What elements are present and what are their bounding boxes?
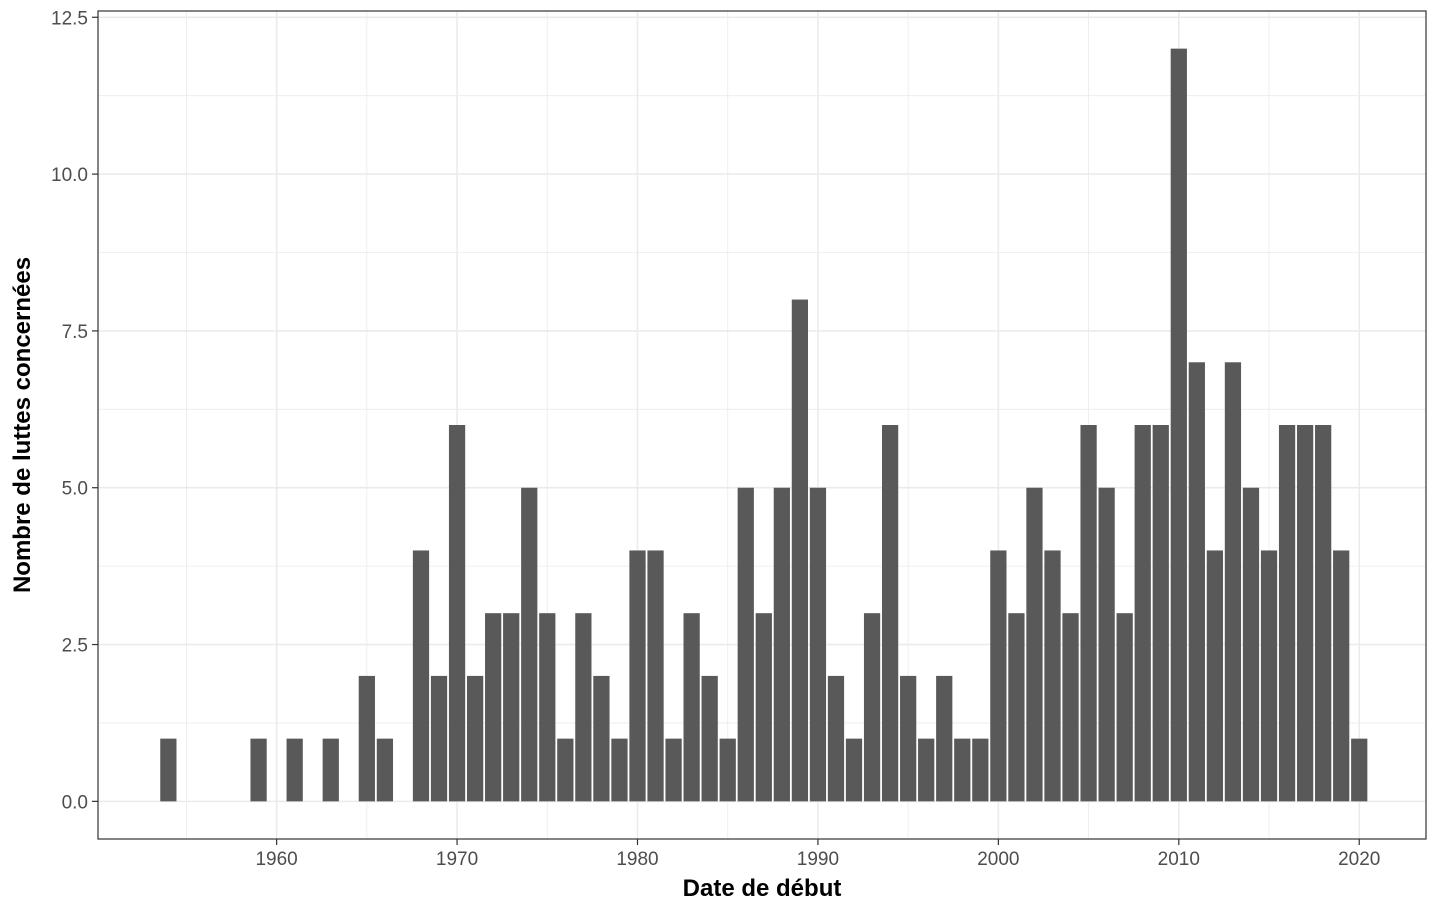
y-tick-label: 0.0	[62, 792, 88, 813]
bar	[1062, 613, 1079, 802]
bar	[376, 738, 394, 802]
bar	[737, 487, 754, 802]
bar	[863, 613, 881, 802]
bar	[809, 487, 827, 802]
bar	[250, 738, 267, 802]
y-tick-label: 10.0	[51, 165, 88, 186]
bar	[358, 675, 375, 802]
bar	[773, 487, 790, 802]
bar	[575, 613, 592, 802]
x-axis-title: Date de début	[683, 875, 842, 902]
bar	[593, 675, 610, 802]
panel-border	[97, 10, 1427, 840]
bar	[845, 738, 863, 802]
bar	[1206, 550, 1224, 802]
bar	[503, 613, 520, 802]
bars	[160, 48, 1368, 802]
bar	[1044, 550, 1061, 802]
bar	[1351, 738, 1368, 802]
bar	[322, 738, 339, 802]
x-tick-label: 1970	[436, 849, 478, 870]
bar	[647, 550, 664, 802]
bar	[1008, 613, 1025, 802]
bar	[1242, 487, 1260, 802]
bar	[954, 738, 971, 802]
y-tick-label: 2.5	[62, 636, 88, 657]
y-tick-label: 5.0	[62, 479, 88, 500]
y-axis: 0.0 2.5 5.0 7.5 10.0 12.5	[51, 8, 98, 813]
bar	[1278, 425, 1296, 802]
bar	[1188, 362, 1205, 802]
x-tick-label: 1980	[616, 849, 658, 870]
bar	[629, 550, 646, 802]
bar	[791, 299, 809, 802]
bar	[1152, 425, 1169, 802]
bar	[1260, 550, 1278, 802]
bar	[1134, 425, 1151, 802]
bar	[755, 613, 772, 802]
bar	[1296, 425, 1314, 802]
bar	[1098, 487, 1115, 802]
bar	[719, 738, 736, 802]
bar	[990, 550, 1007, 802]
bar	[936, 675, 953, 802]
bar	[1315, 425, 1332, 802]
bar	[1080, 425, 1097, 802]
bar	[1026, 487, 1043, 802]
bar	[611, 738, 628, 802]
x-tick-label: 1960	[255, 849, 297, 870]
bar	[1170, 48, 1187, 802]
bar	[1224, 362, 1242, 802]
bar	[827, 675, 845, 802]
bar	[539, 613, 556, 802]
x-tick-label: 2020	[1338, 849, 1380, 870]
bar	[412, 550, 430, 802]
bar	[485, 613, 502, 802]
y-axis-title: Nombre de luttes concernées	[9, 257, 36, 593]
bar	[1333, 550, 1350, 802]
x-tick-label: 2000	[977, 849, 1019, 870]
y-tick-label: 7.5	[62, 322, 88, 343]
x-tick-label: 2010	[1158, 849, 1200, 870]
bar	[466, 675, 484, 802]
bar	[521, 487, 538, 802]
bar	[881, 425, 899, 802]
bar	[701, 675, 718, 802]
bar	[900, 675, 917, 802]
bar	[448, 425, 466, 802]
bar	[160, 738, 177, 802]
bar	[286, 738, 303, 802]
bar	[557, 738, 574, 802]
bar	[665, 738, 682, 802]
x-axis: 1960 1970 1980 1990 2000 2010 2020	[255, 839, 1380, 870]
bar	[972, 738, 989, 802]
bar	[683, 613, 700, 802]
bar	[918, 738, 935, 802]
y-tick-label: 12.5	[51, 8, 88, 29]
bar	[430, 675, 448, 802]
x-tick-label: 1990	[797, 849, 839, 870]
bar	[1116, 613, 1133, 802]
